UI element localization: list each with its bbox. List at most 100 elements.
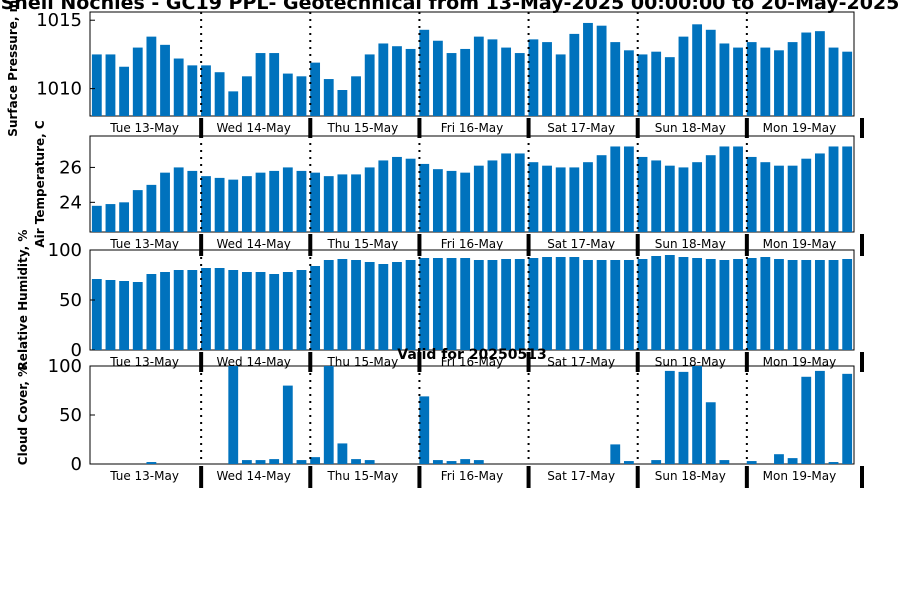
bar-panel-3-6 [160,272,170,350]
bar-panel-4-11 [228,366,239,464]
bar-panel-4-51 [774,454,784,464]
bar-panel-2-24 [405,158,416,232]
bar-panel-1-34 [542,42,552,116]
day-label-panel-1-4: Fri 16-May [441,121,504,135]
day-label-panel-2-3: Thu 15-May [326,237,398,251]
chart-title: Shell Nochles - GC19 PPL- Geotechnical f… [1,0,900,14]
bar-panel-2-52 [787,165,798,232]
bar-panel-3-42 [651,256,662,350]
bar-panel-2-7 [173,167,184,232]
bar-panel-3-8 [187,270,198,350]
bar-panel-2-44 [678,167,689,232]
bar-panel-1-2 [105,54,116,116]
bar-panel-1-19 [337,90,348,116]
day-label-panel-4-5: Sat 17-May [547,469,615,483]
bar-panel-2-49 [746,156,757,232]
chart-subtitle: Valid for 20250513 [397,347,546,363]
bar-panel-2-54 [814,153,825,232]
bar-panel-2-2 [105,204,116,232]
bar-panel-4-49 [746,461,757,464]
bar-panel-1-48 [733,47,743,116]
day-label-panel-4-4: Fri 16-May [441,469,504,483]
bar-panel-2-25 [419,163,430,232]
bar-panel-4-29 [473,460,484,464]
bar-panel-3-10 [214,268,225,350]
ylabel-panel-3: Relative Humidity, % [16,230,30,371]
bar-panel-4-12 [241,460,252,464]
bar-panel-2-22 [378,160,389,232]
bar-panel-3-56 [842,259,853,350]
bar-panel-2-21 [364,167,375,232]
ylabel-panel-4: Cloud Cover, % [16,365,30,465]
bar-panel-1-8 [187,65,198,116]
bar-panel-1-12 [241,76,252,116]
day-label-panel-4-2: Wed 14-May [217,469,291,483]
bar-panel-2-29 [473,165,484,232]
bar-panel-4-46 [705,402,716,464]
bar-panel-2-12 [241,176,252,232]
bar-panel-2-16 [296,170,307,232]
bar-panel-3-12 [241,272,252,350]
bar-panel-2-51 [774,165,784,232]
bar-panel-1-30 [487,39,498,116]
bar-panel-3-40 [623,260,634,350]
day-label-panel-2-6: Sun 18-May [655,237,726,251]
bar-panel-4-16 [296,460,307,464]
day-label-panel-4-6: Sun 18-May [655,469,726,483]
bar-panel-1-40 [623,50,634,116]
bar-panel-2-32 [514,153,525,232]
bar-panel-4-45 [692,366,703,464]
ytick-label-panel-3-2: 50 [59,290,82,311]
bar-panel-1-22 [378,43,389,117]
bar-panel-2-26 [432,169,443,232]
ytick-label-panel-3-1: 0 [71,340,82,361]
bar-panel-3-49 [746,258,757,350]
bar-panel-2-3 [119,202,130,232]
bar-panel-3-31 [501,259,512,350]
bar-panel-3-26 [432,258,443,350]
day-label-panel-1-7: Mon 19-May [763,121,837,135]
bar-panel-4-55 [828,462,839,464]
bar-panel-1-42 [651,51,662,116]
bar-panel-1-17 [310,62,321,116]
bar-panel-1-1 [91,54,102,116]
bar-panel-3-20 [351,260,361,350]
bar-panel-2-30 [487,160,498,232]
bar-panel-4-21 [364,460,375,464]
bar-panel-2-9 [201,176,211,232]
bar-panel-3-36 [569,257,580,350]
bar-panel-1-54 [814,31,825,116]
bar-panel-1-6 [160,44,170,117]
bar-panel-2-19 [337,174,348,232]
bar-panel-3-54 [814,260,825,350]
bar-panel-2-23 [392,156,402,232]
bar-panel-1-51 [774,50,784,116]
bar-panel-3-46 [705,259,716,350]
bar-panel-1-18 [323,79,334,116]
ytick-label-panel-2-2: 26 [59,157,82,178]
panel-1-axes-box [89,11,855,117]
bar-panel-1-25 [419,29,430,116]
bar-panel-1-20 [351,76,361,116]
bar-panel-3-52 [787,260,798,350]
bar-panel-3-28 [460,258,471,350]
bar-panel-1-3 [119,66,130,116]
panel-2-axes-box [89,135,855,233]
bar-panel-1-5 [146,36,157,117]
bar-panel-1-24 [405,48,416,116]
bar-panel-2-56 [842,146,853,232]
bar-panel-2-15 [282,167,293,232]
bar-panel-1-49 [746,42,757,116]
bar-panel-3-13 [255,272,266,350]
day-label-panel-1-1: Tue 13-May [109,121,179,135]
ylabel-panel-1: Surface Pressure, mb [6,0,20,137]
bar-panel-4-19 [337,443,348,464]
bar-panel-3-32 [514,259,525,350]
bar-panel-3-3 [119,281,130,350]
bar-panel-1-7 [173,58,184,116]
day-label-panel-3-6: Sun 18-May [655,355,726,369]
bar-panel-2-55 [828,146,839,232]
bar-panel-2-43 [664,165,675,232]
bar-panel-3-21 [364,262,375,350]
